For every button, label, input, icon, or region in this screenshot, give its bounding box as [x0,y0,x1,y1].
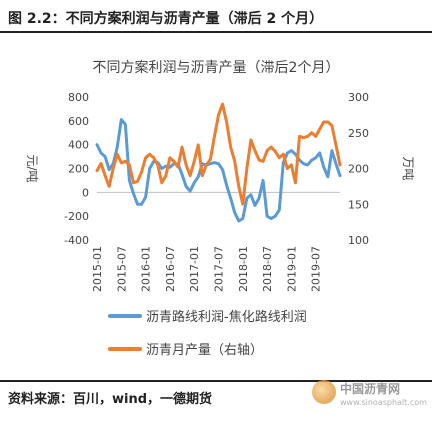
left-tick-label: 800 [68,91,89,104]
watermark-text: 中国沥青网 [340,382,401,396]
series-layer [95,102,342,223]
x-tick-label: 2017-01 [188,246,201,292]
left-tick-label: -400 [64,234,89,247]
x-tick-label: 2018-07 [261,246,274,292]
x-tick-label: 2016-01 [140,246,153,292]
legend-label-blue: 沥青路线利润-焦化路线利润 [146,309,307,325]
left-axis-label: 元/吨 [25,154,39,182]
bottom-rule [0,380,432,382]
right-tick-label: 100 [348,234,369,247]
top-rule [0,31,432,33]
watermark-logo-icon [312,380,336,404]
left-tick-label: 200 [68,163,89,176]
left-tick-label: -200 [64,210,89,223]
right-tick-label: 200 [348,163,369,176]
figure-caption: 图 2.2：不同方案利润与沥青产量（滞后 2 个月） [8,11,324,27]
x-tick-label: 2015-07 [115,246,128,292]
series-line-right [95,102,342,206]
x-tick-label: 2018-01 [237,246,250,292]
source-note: 资料来源：百川，wind，一德期货 [8,392,213,407]
x-tick-label: 2017-07 [213,246,226,292]
watermark-url: www.sinoasphalt.com [340,398,427,407]
left-tick-label: 0 [82,186,89,199]
right-axis-label: 万吨 [401,156,415,180]
chart-title: 不同方案利润与沥青产量（滞后2个月） [93,59,340,76]
right-tick-label: 250 [348,127,369,140]
watermark: 中国沥青网 www.sinoasphalt.com [312,376,430,416]
x-tick-label: 2015-01 [91,246,104,292]
x-tick-label: 2016-07 [164,246,177,292]
left-tick-label: 600 [68,115,89,128]
right-tick-label: 150 [348,198,369,211]
legend-label-orange: 沥青月产量（右轴） [146,343,263,358]
axes: -400 -200 0 200 400 600 800 100 150 200 250 300 元/吨 万… [25,91,415,292]
left-tick-label: 400 [68,139,89,152]
right-tick-label: 300 [348,91,369,104]
x-tick-label: 2019-01 [285,246,298,292]
series-line-left [95,118,342,223]
chart: 不同方案利润与沥青产量（滞后2个月） -400 -200 0 200 400 600 800… [25,59,415,358]
x-tick-label: 2019-07 [310,246,323,292]
